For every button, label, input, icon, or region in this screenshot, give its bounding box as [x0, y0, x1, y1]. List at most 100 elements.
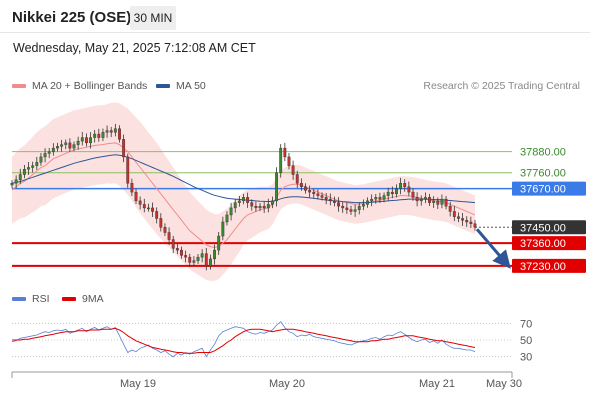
- candle: [436, 197, 440, 209]
- candle-body: [353, 209, 357, 212]
- ma50-legend-label: MA 50: [176, 80, 206, 92]
- candle: [159, 213, 163, 232]
- candle: [175, 243, 179, 255]
- candle-body: [39, 156, 43, 163]
- candle-body: [233, 202, 237, 209]
- candle: [262, 201, 266, 214]
- candle-body: [35, 161, 39, 166]
- candle-body: [337, 202, 341, 207]
- candle-body: [275, 172, 279, 202]
- candle: [378, 192, 382, 203]
- candle-body: [118, 128, 121, 140]
- level-label-support: 37360.00: [512, 236, 586, 251]
- candle-body: [378, 197, 382, 200]
- candle-body: [423, 197, 427, 200]
- legend-rsi: RSI: [12, 293, 50, 305]
- candle-body: [328, 198, 332, 202]
- candle: [473, 219, 477, 231]
- 9ma-swatch: [62, 297, 76, 301]
- projection-layer: [475, 228, 511, 269]
- candle: [452, 205, 456, 222]
- x-axis-label: May 19: [120, 378, 156, 390]
- candle: [188, 253, 192, 267]
- candle-body: [151, 207, 154, 212]
- candle-body: [10, 183, 14, 186]
- candle: [361, 199, 365, 211]
- candle: [403, 179, 407, 192]
- interval-selector[interactable]: 30 MIN: [130, 6, 176, 30]
- candle: [432, 196, 436, 208]
- candle: [266, 198, 270, 213]
- candle-body: [60, 144, 64, 147]
- candle: [295, 170, 299, 189]
- candle-body: [473, 223, 477, 228]
- candles-layer: [10, 123, 477, 271]
- candle: [275, 167, 279, 207]
- candle: [146, 203, 150, 212]
- candle-body: [126, 156, 130, 184]
- candle: [14, 175, 18, 189]
- candle-body: [299, 183, 303, 188]
- candle-body: [109, 130, 113, 133]
- candle-body: [229, 207, 233, 216]
- candle-body: [242, 197, 245, 202]
- candle-body: [101, 132, 105, 138]
- level-label-text: 37230.00: [520, 261, 566, 273]
- candle: [411, 188, 415, 201]
- candle-body: [333, 200, 336, 203]
- candle: [415, 192, 419, 207]
- level-label-bg: [512, 236, 586, 251]
- candle: [200, 249, 204, 263]
- candle: [113, 123, 117, 137]
- candle: [465, 216, 469, 227]
- candle: [126, 153, 130, 188]
- candle-body: [295, 174, 299, 184]
- candle: [184, 250, 188, 263]
- candle-body: [361, 204, 365, 207]
- candle: [64, 139, 68, 150]
- level-label-bg: [512, 220, 586, 235]
- page-title: Nikkei 225 (OSE): [12, 9, 132, 26]
- candle: [221, 216, 225, 241]
- candle: [254, 201, 258, 212]
- candle-body: [22, 169, 26, 175]
- candle: [386, 187, 390, 201]
- candle-body: [452, 211, 456, 217]
- candle: [341, 202, 345, 213]
- candle: [444, 195, 448, 210]
- candle: [353, 204, 357, 217]
- candle-body: [436, 200, 440, 205]
- legend-9ma: 9MA: [62, 293, 104, 305]
- candle: [27, 162, 30, 175]
- candle: [196, 253, 200, 264]
- candle-body: [246, 197, 250, 203]
- level-lines-layer: [12, 151, 512, 267]
- candle-body: [27, 167, 30, 170]
- candle-body: [304, 186, 307, 191]
- candle: [180, 246, 183, 259]
- candle: [97, 128, 101, 142]
- header-divider: [0, 32, 590, 33]
- candle: [225, 211, 229, 226]
- candle-body: [444, 198, 448, 207]
- candle-body: [93, 133, 97, 138]
- rsi-line: [11, 321, 476, 358]
- candle: [47, 147, 51, 159]
- candle-body: [200, 253, 204, 258]
- candle-body: [357, 205, 361, 210]
- candle: [382, 192, 386, 203]
- candle: [76, 136, 80, 150]
- candle-body: [308, 190, 312, 193]
- candle: [370, 194, 374, 207]
- candle: [457, 212, 460, 223]
- candle: [155, 207, 159, 224]
- 9ma-legend-label: 9MA: [82, 293, 104, 305]
- candle-body: [196, 256, 200, 261]
- level-label-text: 37360.00: [520, 238, 566, 250]
- level-label-text: 37760.00: [520, 168, 566, 180]
- candle: [213, 244, 216, 265]
- candle: [31, 161, 35, 173]
- candle: [217, 232, 221, 256]
- candle: [308, 185, 312, 198]
- candle-body: [146, 207, 150, 210]
